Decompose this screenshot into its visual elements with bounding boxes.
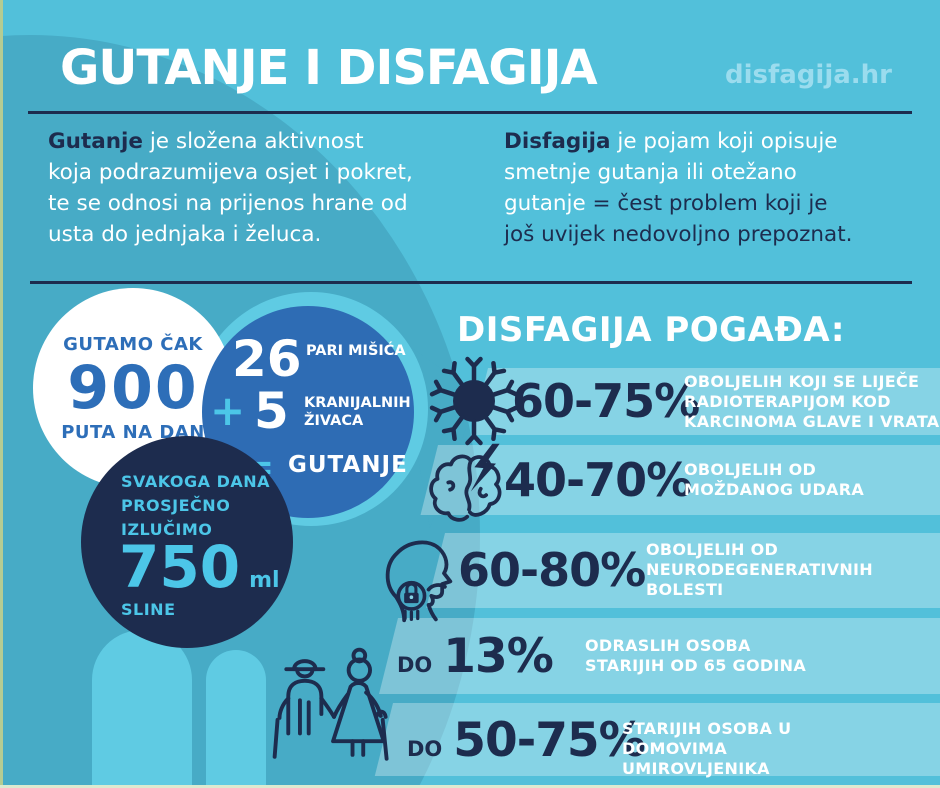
stats-heading: DISFAGIJA POGAĐA: <box>457 310 845 350</box>
stat-desc: OBOLJELIH OD NEURODEGENERATIVNIH BOLESTI <box>646 540 873 599</box>
swallows-value: 900 <box>67 352 199 423</box>
paragraph-text: gutanje <box>504 191 593 216</box>
paragraph-line: koja podrazumijeva osjet i pokret, <box>48 160 413 185</box>
paragraph-text-navy: = čest problem koji je <box>592 191 828 216</box>
plus-sign: + <box>210 386 246 435</box>
stat-desc: OBOLJELIH OD MOŽDANOG UDARA <box>684 460 865 499</box>
equation-value-muscles: 26 <box>232 330 302 388</box>
virus-icon <box>424 350 524 452</box>
saliva-label-line: PROSJEČNO <box>121 496 231 515</box>
left-edge-strip <box>0 0 3 788</box>
saliva-value: 750 <box>119 533 241 601</box>
fact-circle-saliva: SVAKOGA DANA PROSJEČNO IZLUČIMO 750 ml S… <box>81 436 293 648</box>
paragraph-line: još uvijek nedovoljno prepoznat. <box>504 222 853 247</box>
intro-paragraph-disfagija: Disfagija je pojam koji opisuje smetnje … <box>504 126 924 250</box>
paragraph-line: smetnje gutanja ili otežano <box>504 160 797 185</box>
intro-paragraph-gutanje: Gutanje je složena aktivnost koja podraz… <box>48 126 478 250</box>
stat-desc: STARIJIH OSOBA U DOMOVIMA UMIROVLJENIKA <box>622 719 792 778</box>
stat-value-group: DO 50-75% <box>407 713 646 768</box>
equation-value-nerves: 5 <box>254 382 289 440</box>
stat-value: 60-75% <box>512 374 700 428</box>
stat-value: 13% <box>443 629 553 684</box>
page-title: GUTANJE I DISFAGIJA <box>60 40 598 96</box>
paragraph-text: je složena aktivnost <box>143 129 364 154</box>
saliva-label-line: IZLUČIMO <box>121 520 213 539</box>
intro-divider <box>30 281 912 284</box>
swallows-top-label: GUTAMO ČAK <box>63 333 203 355</box>
stat-prefix: DO <box>397 653 433 677</box>
paragraph-line: te se odnosi na prijenos hrane od <box>48 191 408 216</box>
term-gutanje: Gutanje <box>48 129 143 154</box>
stat-desc: OBOLJELIH KOJI SE LIJEČE RADIOTERAPIJOM … <box>684 372 940 431</box>
saliva-unit: ml <box>249 568 280 593</box>
stat-value: 60-80% <box>458 543 646 597</box>
bg-neck-highlight-2 <box>206 650 266 788</box>
saliva-labels: SVAKOGA DANA PROSJEČNO IZLUČIMO <box>121 470 270 542</box>
stat-value: 40-70% <box>504 453 692 507</box>
equation-label-nerves: KRANIJALNIH ŽIVACA <box>304 395 411 430</box>
paragraph-line: usta do jednjaka i želuca. <box>48 222 322 247</box>
saliva-label-line: SVAKOGA DANA <box>121 472 271 491</box>
paragraph-text: je pojam koji opisuje <box>610 129 838 154</box>
equation-result: GUTANJE <box>288 452 408 478</box>
term-disfagija: Disfagija <box>504 129 611 154</box>
stat-prefix: DO <box>407 737 443 761</box>
bottom-edge-strip <box>0 785 940 788</box>
equation-label-muscles: PARI MIŠIĆA <box>306 343 406 359</box>
elderly-couple-icon <box>266 638 404 786</box>
bg-neck-highlight <box>92 630 192 788</box>
website-label: disfagija.hr <box>724 60 892 90</box>
paragraph-line: Gutanje je složena aktivnost <box>48 126 478 157</box>
saliva-value-row: 750 ml <box>119 538 280 596</box>
paragraph-line: Disfagija je pojam koji opisuje <box>504 126 924 157</box>
header-divider <box>28 111 912 114</box>
stat-value-group: DO 13% <box>397 629 554 684</box>
saliva-bottom-label: SLINE <box>121 600 176 619</box>
stat-value: 50-75% <box>453 713 645 768</box>
brain-stroke-icon <box>424 442 514 532</box>
fact-circle-equation: 26 PARI MIŠIĆA + 5 KRANIJALNIH ŽIVACA = … <box>202 306 414 518</box>
head-throat-lock-icon <box>377 526 463 625</box>
paragraph-line: gutanje = čest problem koji je <box>504 188 924 219</box>
stat-desc: ODRASLIH OSOBA STARIJIH OD 65 GODINA <box>585 636 807 675</box>
